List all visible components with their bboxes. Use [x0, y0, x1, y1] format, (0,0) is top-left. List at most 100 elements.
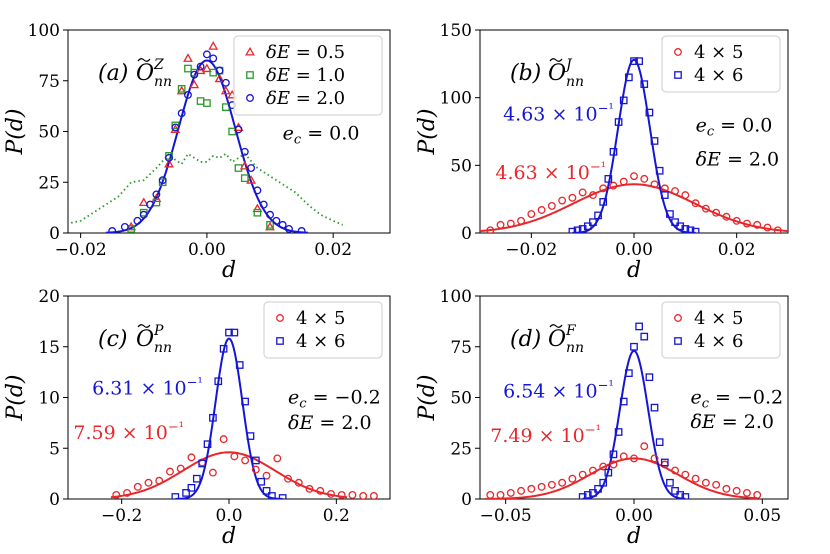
legend-entry: 4 × 6 [296, 331, 345, 352]
plot-area [70, 41, 344, 233]
data-point [599, 478, 608, 487]
y-tick-label: 50 [450, 156, 472, 176]
panel-label: (d) [510, 327, 541, 352]
y-tick-label: 5 [49, 439, 60, 459]
data-point [182, 489, 190, 497]
data-point [297, 227, 306, 233]
x-axis-label: d [222, 524, 236, 549]
data-point [225, 328, 233, 337]
legend: 4 × 54 × 6 [661, 35, 781, 93]
operator-symbol: O [548, 61, 566, 86]
data-point [214, 377, 223, 386]
data-point [650, 403, 659, 412]
data-point [177, 85, 186, 93]
data-point [496, 490, 505, 499]
data-point [619, 177, 628, 186]
curve-fit-4x5 [480, 183, 788, 233]
panel-d: −0.05 0.00 0.05 0 25 50 75 100 d P(d) (d) O Fnn 4 × 5… [415, 287, 789, 549]
x-axis-label: d [627, 258, 641, 283]
legend-marker [245, 46, 255, 56]
data-point [133, 216, 142, 225]
data-point [517, 486, 526, 495]
data-point [209, 413, 217, 422]
data-point [645, 108, 654, 117]
annotation-2: 4.63 × 10−¹ [495, 160, 606, 184]
y-tick-label: 75 [450, 338, 472, 358]
plot-area [480, 57, 788, 233]
x-tick-label: −0.05 [480, 506, 532, 526]
y-tick-label: 150 [440, 21, 472, 41]
legend-marker [246, 94, 254, 102]
data-point [686, 226, 695, 233]
operator-symbol: O [136, 327, 154, 352]
data-point [753, 220, 762, 229]
data-point [666, 210, 674, 218]
data-point [262, 471, 271, 480]
y-tick-label: 0 [49, 224, 60, 244]
data-point [712, 208, 721, 217]
data-point [568, 474, 577, 483]
data-point [151, 193, 162, 202]
data-point [158, 176, 167, 185]
data-point [144, 478, 153, 487]
data-point [266, 210, 274, 219]
data-point [763, 223, 772, 232]
data-point [722, 212, 731, 221]
y-tick-label: 50 [450, 389, 472, 409]
data-point [284, 474, 292, 483]
data-point [588, 191, 597, 200]
x-tick-label: −0.2 [101, 506, 142, 526]
data-point [589, 218, 597, 227]
data-point [123, 488, 131, 497]
x-tick-label: 0.00 [615, 506, 653, 526]
y-tick-label: 25 [38, 173, 60, 193]
annotation-4: δE = 2.0 [690, 411, 774, 433]
panel-c: −0.2 0.0 0.2 0 5 10 15 20 d P(d) (c) O Pnn 4 × 54 × 6… [3, 287, 391, 549]
data-point [506, 488, 515, 497]
data-point [630, 454, 638, 463]
data-point [253, 208, 262, 217]
data-point [219, 344, 228, 353]
curve-fit-4x6 [582, 349, 686, 499]
data-point [234, 164, 243, 172]
data-point [176, 464, 185, 473]
data-point [202, 50, 211, 59]
data-point [278, 220, 287, 229]
data-point [146, 200, 155, 209]
data-point [165, 153, 173, 162]
data-point [578, 188, 587, 197]
data-point [184, 91, 192, 99]
curve-fit-4x5 [485, 457, 758, 499]
legend-entry: δE = 1.0 [266, 65, 345, 86]
annotation-3: ec = 0.0 [696, 115, 773, 140]
operator-superscript: J [563, 57, 573, 73]
data-point [253, 186, 262, 195]
data-point [594, 211, 602, 220]
data-point [183, 53, 193, 62]
series-2 [171, 328, 287, 499]
data-point [691, 199, 700, 208]
data-point [671, 487, 679, 495]
data-point [609, 147, 618, 156]
curve-fit-4x5 [110, 451, 348, 499]
data-point [619, 452, 628, 461]
y-tick-label: 20 [38, 287, 60, 307]
data-point [257, 477, 266, 486]
data-point [266, 221, 274, 229]
data-point [177, 109, 186, 118]
data-point [152, 190, 161, 199]
x-tick-label: 0.05 [743, 506, 781, 526]
legend-marker [674, 337, 682, 345]
data-point [272, 216, 281, 225]
data-point [660, 191, 669, 199]
data-point [108, 227, 117, 233]
legend-entry: 4 × 5 [296, 308, 345, 329]
series-1 [112, 435, 378, 499]
y-axis-label: P(d) [3, 108, 28, 155]
operator-symbol: O [136, 61, 154, 86]
data-point [609, 181, 618, 190]
y-axis-label: P(d) [415, 374, 440, 421]
data-point [190, 70, 199, 79]
data-point [635, 322, 643, 331]
data-point [609, 460, 618, 469]
